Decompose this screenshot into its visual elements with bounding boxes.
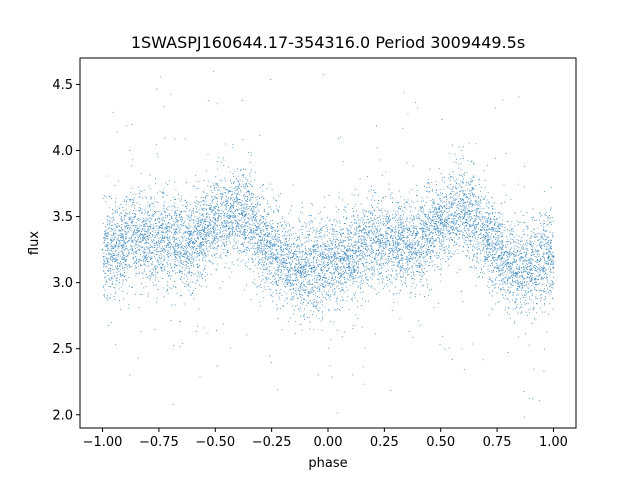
y-tick-label: 3.0 — [52, 276, 73, 291]
x-axis-label: phase — [308, 456, 347, 471]
scatter-points — [102, 71, 555, 418]
data-point — [237, 209, 239, 211]
data-point — [192, 242, 194, 244]
data-point — [440, 222, 442, 224]
y-tick-label: 2.0 — [52, 408, 73, 423]
y-tick-label: 2.5 — [52, 342, 73, 357]
data-point — [372, 242, 374, 244]
data-point — [146, 235, 149, 238]
y-tick-label: 4.0 — [52, 144, 73, 159]
data-point — [394, 242, 397, 244]
y-axis-label: flux — [27, 231, 42, 255]
data-point — [462, 209, 464, 211]
x-tick-label: −0.25 — [252, 435, 292, 450]
data-point — [169, 242, 171, 244]
data-point — [124, 242, 126, 244]
x-tick-label: 0.00 — [314, 435, 343, 450]
x-tick-label: 0.50 — [426, 435, 455, 450]
data-point — [507, 262, 510, 264]
data-point — [349, 255, 352, 257]
y-tick-label: 3.5 — [52, 210, 73, 225]
data-point — [101, 248, 104, 251]
data-point — [259, 235, 262, 238]
x-tick-label: 0.75 — [483, 435, 512, 450]
data-points — [101, 71, 555, 418]
x-tick-label: 1.00 — [539, 435, 568, 450]
data-point — [552, 255, 555, 257]
data-point — [304, 268, 307, 271]
data-point — [530, 268, 532, 271]
x-tick-label: −0.50 — [195, 435, 235, 450]
data-point — [282, 262, 284, 264]
x-axis-ticks: −1.00 −0.75 −0.50 −0.25 0.00 0.25 0.50 0.75 1.00 — [83, 428, 568, 450]
data-point — [327, 262, 329, 264]
y-tick-label: 4.5 — [52, 78, 73, 93]
data-point — [417, 242, 419, 244]
chart-title: 1SWASPJ160644.17-354316.0 Period 3009449… — [131, 33, 525, 52]
y-axis-ticks: 2.0 2.5 3.0 3.5 4.0 4.5 — [52, 78, 80, 423]
x-tick-label: −1.00 — [83, 435, 123, 450]
data-point — [485, 235, 487, 238]
data-point — [214, 222, 216, 224]
x-tick-label: 0.25 — [370, 435, 399, 450]
x-tick-label: −0.75 — [139, 435, 179, 450]
